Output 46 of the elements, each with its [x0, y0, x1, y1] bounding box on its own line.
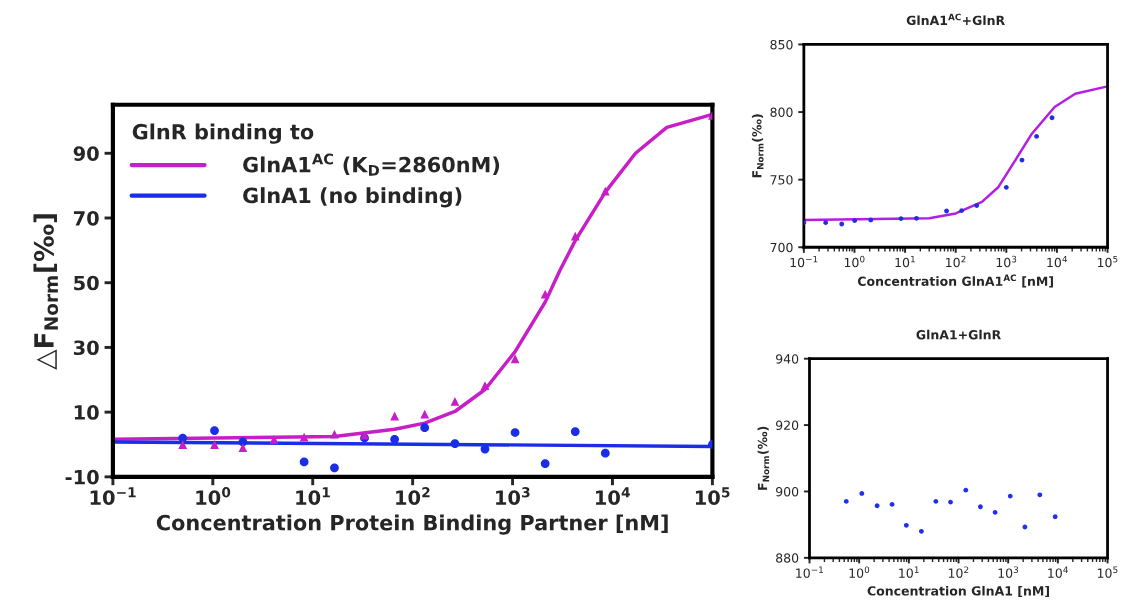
- x-tick-label: 10$^{2}$: [396, 487, 430, 505]
- y-tick-label: 880: [776, 553, 799, 563]
- x-tick-label: 10$^{4}$: [1048, 566, 1068, 578]
- x-tick-label: 10$^{1}$: [296, 487, 330, 505]
- x-tick-label: 10$^{5}$: [695, 487, 730, 505]
- y-tick-label: 940: [776, 354, 799, 364]
- y-axis-title: F$_{Norm}$(‰): [757, 426, 770, 490]
- x-tick-label: 10$^{3}$: [496, 487, 530, 505]
- y-tick-label: 90: [73, 146, 99, 161]
- x-tick-label: 10$^{1}$: [899, 566, 919, 578]
- y-tick-label: 750: [770, 175, 793, 185]
- y-tick-label: -10: [65, 469, 99, 485]
- x-tick-label: 10$^{0}$: [844, 255, 865, 268]
- x-axis-title: Concentration GlnA1 [nM]: [867, 585, 1049, 598]
- x-tick-label: 10$^{2}$: [948, 566, 969, 578]
- x-tick-label: 10$^{5}$: [1097, 255, 1118, 268]
- x-tick-label: 10$^{0}$: [196, 487, 231, 505]
- y-axis-title: F$_{Norm}$(‰): [751, 114, 764, 178]
- chart-title: GlnA1$^{AC}$+GlnR: [906, 13, 1005, 26]
- y-tick-label: 800: [770, 107, 793, 117]
- x-axis-title: Concentration Protein Binding Partner [nM]: [156, 514, 668, 535]
- legend-label: GlnA1 (no binding): [243, 187, 462, 208]
- x-axis-title: Concentration GlnA1$^{AC}$ [nM]: [857, 274, 1053, 288]
- y-tick-label: 10: [74, 405, 99, 420]
- y-tick-label: 70: [73, 210, 99, 226]
- legend-title: GlnR binding to: [132, 123, 314, 144]
- x-tick-label: 10$^{4}$: [1047, 255, 1068, 268]
- chart-title: GlnA1+GlnR: [916, 329, 1001, 340]
- x-tick-label: 10$^{2}$: [946, 255, 966, 268]
- y-tick-label: 50: [74, 275, 99, 291]
- legend-label: GlnA1$^{AC}$ (K$_{D}$=2860nM): [243, 153, 500, 176]
- x-tick-label: 10$^{−1}$: [790, 255, 818, 268]
- x-tick-label: 10$^{5}$: [1097, 566, 1118, 578]
- x-tick-label: 10$^{4}$: [596, 487, 630, 505]
- x-tick-label: 10$^{−1}$: [796, 566, 823, 578]
- y-tick-label: 920: [776, 420, 799, 431]
- y-tick-label: 30: [73, 340, 99, 356]
- y-tick-label: 900: [776, 486, 799, 497]
- x-tick-label: 10$^{1}$: [895, 255, 915, 268]
- y-tick-label: 850: [770, 39, 793, 50]
- x-tick-label: 10$^{3}$: [998, 566, 1019, 578]
- x-tick-label: 10$^{−1}$: [90, 487, 136, 505]
- x-tick-label: 10$^{3}$: [996, 255, 1017, 268]
- y-axis-title: △F$_{Norm}$[‰]: [33, 214, 59, 370]
- x-tick-label: 10$^{0}$: [849, 566, 870, 578]
- y-tick-label: 700: [770, 242, 793, 253]
